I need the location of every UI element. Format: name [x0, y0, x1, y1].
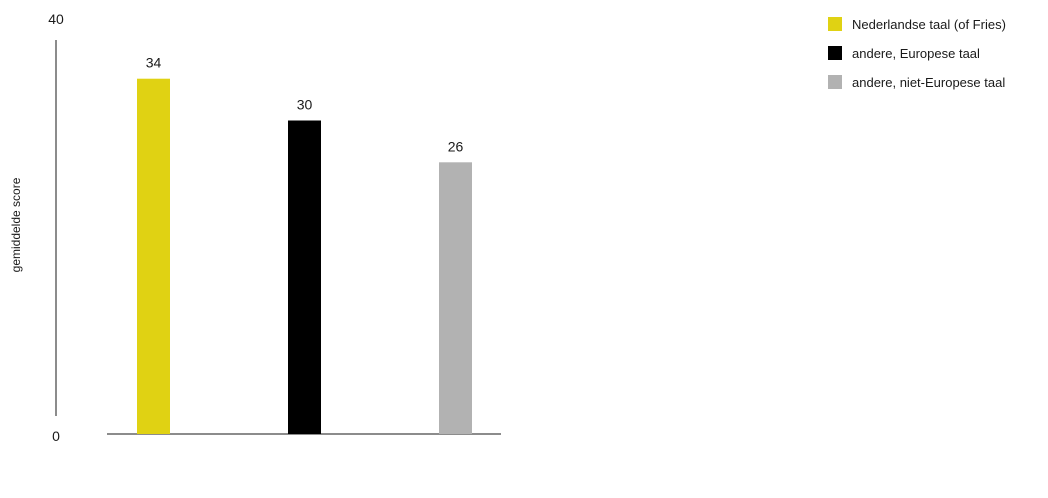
bars-group: 34 30 26: [137, 55, 472, 435]
legend: Nederlandse taal (of Fries) andere, Euro…: [828, 14, 1006, 101]
bar-european: [288, 120, 321, 434]
legend-swatch-dutch: [828, 17, 842, 31]
bar-dutch: [137, 78, 170, 434]
legend-label-dutch: Nederlandse taal (of Fries): [852, 16, 1006, 32]
legend-label-non-european: andere, niet-Europese taal: [852, 74, 1006, 90]
legend-item-non-european: andere, niet-Europese taal: [828, 72, 1006, 92]
bar-value-label-european: 30: [297, 97, 313, 113]
legend-item-european: andere, Europese taal: [828, 43, 1006, 63]
legend-swatch-european: [828, 46, 842, 60]
legend-swatch-non-european: [828, 75, 842, 89]
y-axis-title: gemiddelde score: [9, 177, 23, 272]
legend-item-dutch: Nederlandse taal (of Fries): [828, 14, 1006, 34]
y-tick-label-max: 40: [48, 11, 64, 27]
bar-value-label-dutch: 34: [146, 55, 162, 71]
y-tick-label-min: 0: [52, 428, 60, 444]
bar-non-european: [439, 162, 472, 435]
legend-label-european: andere, Europese taal: [852, 45, 980, 61]
bar-value-label-non-european: 26: [448, 138, 464, 154]
